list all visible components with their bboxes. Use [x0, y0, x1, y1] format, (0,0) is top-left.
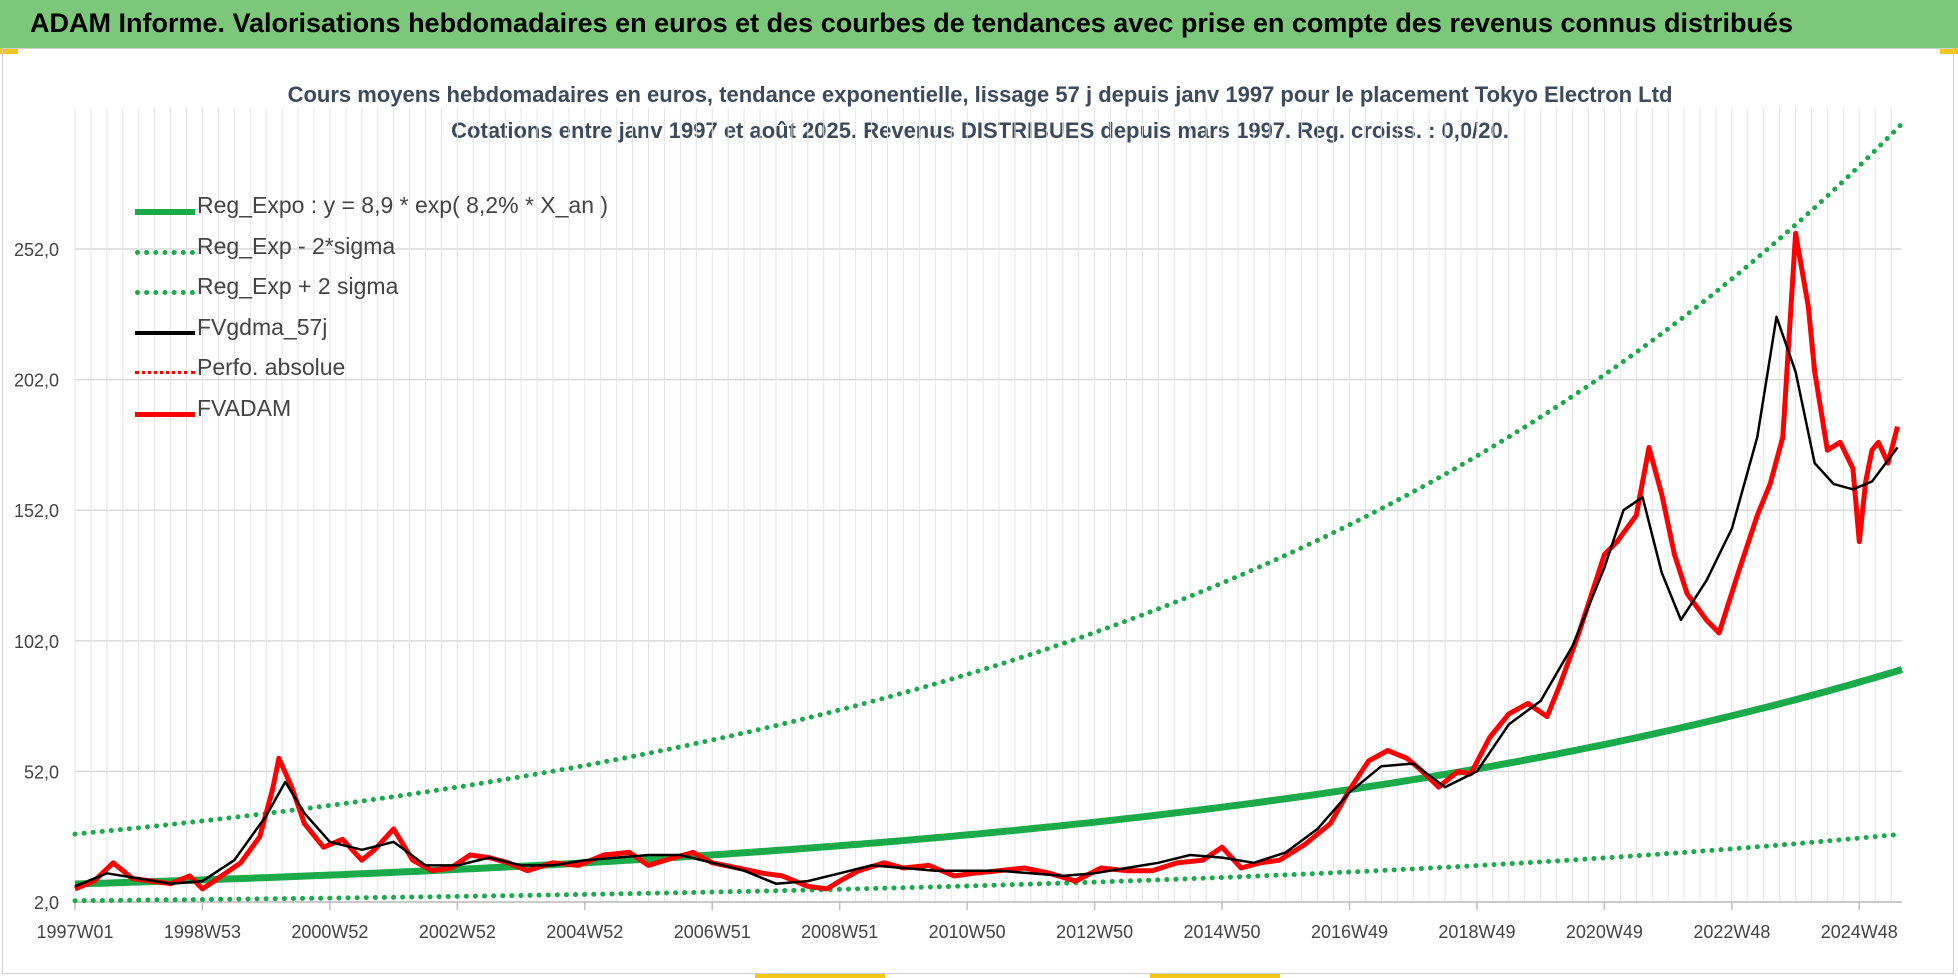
x-tick-label: 1997W01 [36, 922, 113, 942]
legend-label-reg-plus: Reg_Exp + 2 sigma [197, 273, 399, 299]
x-tick-label: 2008W51 [801, 922, 878, 942]
chart-title: Cours moyens hebdomadaires en euros, ten… [287, 82, 1673, 107]
legend-label-reg-minus: Reg_Exp - 2*sigma [197, 232, 396, 259]
legend-label-fvadam: FVADAM [197, 394, 292, 421]
y-tick-label: 202,0 [14, 371, 59, 391]
x-tick-label: 2004W52 [546, 922, 623, 942]
legend-swatch-fvgdma [135, 330, 195, 335]
legend-swatch-fvadam [135, 411, 195, 417]
series-line-reg-expo [74, 666, 1904, 888]
x-tick-label: 2002W52 [419, 922, 496, 942]
x-tick-label: 2010W50 [929, 922, 1006, 942]
y-tick-label: 252,0 [14, 240, 59, 260]
x-tick-label: 2016W49 [1311, 922, 1388, 942]
series-line-fvadam [74, 230, 1900, 892]
x-tick-label: 2018W49 [1438, 922, 1515, 942]
y-tick-label: 102,0 [14, 632, 59, 652]
y-tick-label: 152,0 [14, 501, 59, 521]
legend-swatch-reg-minus [135, 249, 195, 255]
x-tick-label: 2000W52 [291, 922, 368, 942]
x-tick-label: 2022W48 [1693, 922, 1770, 942]
bottom-tab-marker [1150, 974, 1280, 978]
corner-marker-right [1940, 48, 1958, 54]
x-tick-label: 2024W48 [1821, 922, 1898, 942]
chart-frame [2, 48, 1954, 974]
legend-swatch-reg-plus [135, 290, 195, 295]
series-line-fvgdma [74, 315, 1899, 888]
legend-label-reg-expo: Reg_Expo : y = 8,9 * exp( 8,2% * X_an ) [197, 192, 609, 218]
report-title: ADAM Informe. Valorisations hebdomadaire… [30, 8, 1794, 38]
corner-marker-left [0, 48, 18, 54]
chart-subtitle: Cotations entre janv 1997 et août 2025. … [451, 118, 1509, 143]
y-tick-label: 2,0 [34, 893, 59, 913]
legend-swatch-perfo [135, 371, 195, 374]
report-banner: ADAM Informe. Valorisations hebdomadaire… [0, 0, 1958, 48]
x-tick-label: 2012W50 [1056, 922, 1133, 942]
legend-label-perfo: Perfo. absolue [197, 354, 346, 380]
legend-label-fvgdma: FVgdma_57j [197, 313, 328, 340]
series-line-reg-plus [72, 121, 1905, 837]
y-tick-label: 52,0 [24, 762, 59, 782]
x-tick-label: 1998W53 [164, 922, 241, 942]
x-tick-label: 2020W49 [1566, 922, 1643, 942]
bottom-tab-marker [755, 974, 885, 978]
legend-swatch-reg-expo [135, 209, 195, 215]
x-tick-label: 2006W51 [674, 922, 751, 942]
x-tick-label: 2014W50 [1184, 922, 1261, 942]
